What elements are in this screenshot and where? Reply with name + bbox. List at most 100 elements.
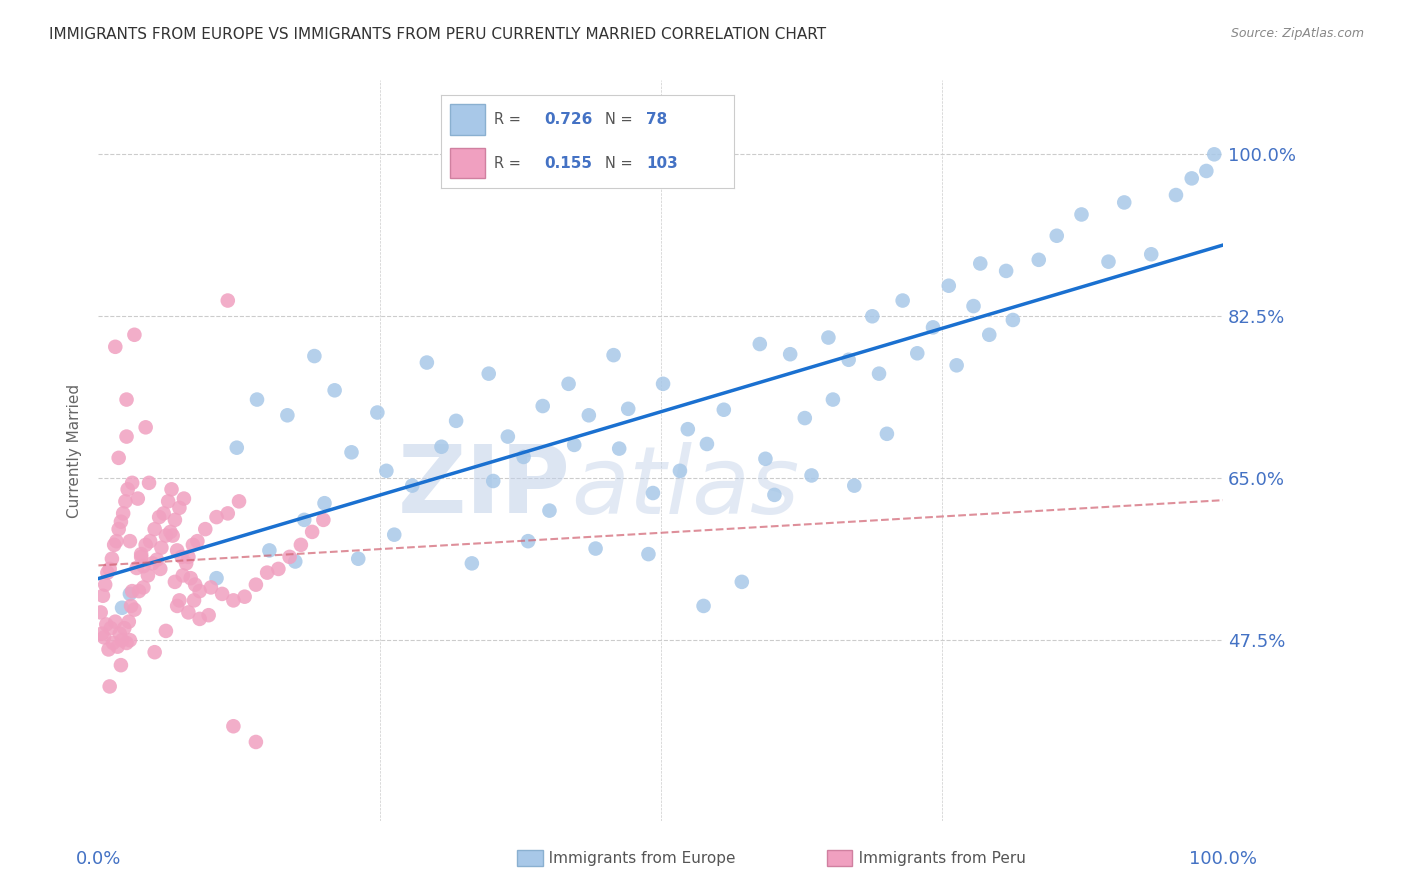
- Point: [107, 640, 129, 654]
- Point: [607, 442, 630, 456]
- Point: [110, 515, 132, 529]
- Point: [183, 593, 205, 607]
- Point: [118, 587, 141, 601]
- Point: [163, 513, 186, 527]
- Point: [1046, 228, 1069, 243]
- Point: [995, 264, 1018, 278]
- Point: [779, 347, 801, 361]
- Point: [155, 624, 177, 638]
- Point: [127, 491, 149, 506]
- Point: [278, 549, 301, 564]
- Point: [905, 346, 928, 360]
- Point: [170, 549, 193, 564]
- Point: [669, 464, 692, 478]
- Point: [128, 584, 150, 599]
- Text: Source: ZipAtlas.com: Source: ZipAtlas.com: [1230, 27, 1364, 40]
- Point: [233, 590, 256, 604]
- Point: [96, 617, 118, 632]
- Point: [562, 438, 585, 452]
- Point: [444, 414, 467, 428]
- Point: [292, 513, 315, 527]
- Point: [1181, 171, 1204, 186]
- Point: [860, 310, 883, 324]
- Point: [478, 367, 501, 381]
- Point: [496, 429, 519, 443]
- Point: [121, 584, 143, 599]
- Point: [180, 571, 202, 585]
- Point: [617, 401, 640, 416]
- Point: [173, 491, 195, 506]
- Point: [177, 549, 200, 564]
- Point: [118, 534, 141, 549]
- Point: [169, 500, 191, 515]
- Point: [578, 409, 600, 423]
- Point: [100, 621, 122, 635]
- Point: [94, 577, 117, 591]
- Point: [763, 488, 786, 502]
- Point: [172, 568, 194, 582]
- Point: [382, 527, 405, 541]
- Point: [430, 440, 453, 454]
- Point: [124, 327, 146, 342]
- Point: [188, 612, 211, 626]
- Point: [115, 429, 138, 443]
- Point: [104, 340, 127, 354]
- Point: [868, 367, 890, 381]
- Point: [245, 577, 267, 591]
- Point: [139, 534, 162, 549]
- Point: [538, 503, 561, 517]
- Point: [793, 411, 815, 425]
- Point: [91, 589, 114, 603]
- Point: [136, 568, 159, 582]
- Text: 0.0%: 0.0%: [76, 850, 121, 868]
- Point: [121, 475, 143, 490]
- Point: [111, 633, 134, 648]
- Point: [312, 513, 335, 527]
- Point: [1195, 164, 1218, 178]
- Point: [157, 494, 180, 508]
- Point: [245, 735, 267, 749]
- Point: [817, 330, 839, 344]
- Point: [754, 451, 776, 466]
- Point: [152, 507, 174, 521]
- Point: [98, 680, 121, 694]
- Point: [120, 599, 142, 613]
- Point: [97, 642, 120, 657]
- Point: [174, 557, 197, 571]
- Point: [90, 626, 112, 640]
- Point: [118, 633, 141, 648]
- Point: [692, 599, 714, 613]
- Point: [101, 551, 124, 566]
- Point: [108, 626, 131, 640]
- Point: [531, 399, 554, 413]
- Point: [159, 524, 181, 539]
- Point: [217, 293, 239, 308]
- Point: [276, 409, 298, 423]
- Point: [115, 636, 138, 650]
- Text: ZIP: ZIP: [398, 442, 571, 533]
- Point: [416, 355, 439, 369]
- Point: [1204, 147, 1226, 161]
- Point: [652, 376, 675, 391]
- Point: [637, 547, 659, 561]
- Point: [284, 555, 307, 569]
- Point: [314, 496, 336, 510]
- Point: [112, 507, 135, 521]
- Point: [96, 566, 118, 580]
- Point: [340, 445, 363, 459]
- Point: [117, 483, 139, 497]
- Point: [1140, 247, 1163, 261]
- Point: [748, 337, 770, 351]
- Point: [713, 402, 735, 417]
- Point: [800, 468, 823, 483]
- Point: [512, 450, 534, 464]
- Point: [1070, 207, 1092, 221]
- Point: [149, 562, 172, 576]
- Point: [115, 392, 138, 407]
- Point: [1097, 254, 1119, 268]
- Point: [135, 420, 157, 434]
- Point: [290, 538, 312, 552]
- Point: [347, 551, 370, 566]
- Point: [132, 581, 155, 595]
- Point: [585, 541, 607, 556]
